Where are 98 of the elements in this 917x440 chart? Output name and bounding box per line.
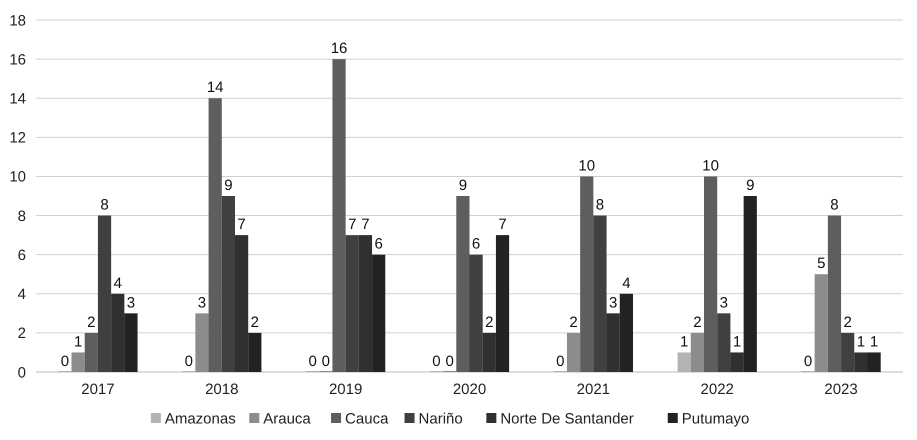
data-label: 2 [569, 314, 578, 331]
data-label: 6 [472, 236, 480, 253]
bar [332, 59, 346, 372]
data-label: 7 [361, 216, 370, 234]
data-label: 0 [556, 353, 564, 370]
y-tick-label: 14 [9, 90, 26, 108]
bar [828, 216, 842, 372]
y-tick-label: 4 [18, 286, 26, 304]
data-label: 2 [250, 314, 259, 331]
bar [98, 216, 112, 372]
bar [456, 196, 470, 372]
bar [730, 352, 744, 372]
x-tick-label: 2018 [205, 381, 238, 398]
y-tick-label: 16 [9, 51, 26, 68]
bar [195, 313, 209, 372]
data-label: 14 [206, 79, 224, 96]
y-tick-label: 12 [9, 130, 26, 147]
data-label: 3 [609, 294, 618, 312]
data-label: 1 [856, 333, 866, 350]
bar [593, 216, 607, 372]
data-label: 3 [198, 294, 206, 312]
data-label: 16 [330, 40, 348, 58]
data-label: 10 [702, 157, 719, 174]
bar [841, 332, 854, 372]
bar [72, 352, 85, 372]
data-label: 2 [844, 314, 852, 331]
data-label: 2 [693, 314, 702, 331]
data-label: 10 [578, 157, 596, 174]
bar [84, 332, 98, 372]
data-label: 7 [498, 216, 507, 234]
bar [496, 235, 510, 372]
data-label: 9 [458, 177, 468, 194]
bar [372, 254, 386, 372]
bar [248, 332, 262, 372]
bar [566, 332, 580, 372]
data-label: 3 [126, 294, 136, 312]
bar [124, 313, 138, 372]
bar [704, 176, 718, 372]
x-tick-label: 2022 [700, 381, 734, 398]
bar [111, 294, 124, 372]
bar [854, 352, 868, 372]
bar [606, 313, 620, 372]
bar [814, 274, 828, 372]
data-label: 4 [114, 274, 122, 292]
x-tick-label: 2020 [452, 381, 486, 398]
data-label: 2 [485, 314, 494, 331]
bar [470, 254, 483, 372]
data-label: 8 [830, 196, 839, 214]
bar [717, 313, 730, 372]
data-label: 0 [322, 353, 330, 370]
x-tick-label: 2021 [576, 381, 610, 398]
data-label: 5 [817, 255, 826, 272]
legend-label: Nariño [418, 410, 463, 428]
y-tick-label: 2 [18, 325, 26, 342]
bar [222, 196, 235, 372]
bar [744, 196, 757, 372]
data-label: 9 [746, 177, 754, 194]
data-label: 1 [680, 333, 688, 350]
legend-label: Norte De Santander [500, 410, 634, 428]
data-label: 1 [74, 333, 82, 350]
data-label: 0 [446, 353, 454, 370]
data-label: 2 [87, 314, 96, 331]
bar [208, 98, 222, 372]
legend-label: Arauca [263, 410, 312, 428]
data-label: 7 [348, 216, 356, 234]
x-tick-label: 2023 [824, 381, 858, 398]
x-tick-label: 2019 [328, 381, 362, 398]
x-tick-label: 2017 [81, 381, 115, 398]
data-label: 9 [224, 177, 233, 194]
bar [620, 294, 633, 372]
data-label: 8 [596, 196, 604, 214]
legend-label: Putumayo [682, 410, 750, 428]
data-label: 0 [60, 353, 70, 370]
data-label: 1 [732, 333, 742, 350]
y-tick-label: 0 [18, 364, 26, 382]
legend-label: Cauca [345, 410, 390, 428]
y-tick-label: 18 [9, 12, 26, 30]
bar [867, 352, 881, 372]
data-label: 7 [237, 216, 246, 234]
bar [358, 235, 372, 372]
data-label: 4 [622, 274, 631, 292]
data-label: 3 [720, 294, 728, 312]
bar [580, 176, 594, 372]
data-label: 8 [100, 196, 109, 214]
y-tick-label: 6 [18, 246, 26, 264]
data-label: 6 [374, 236, 383, 253]
bar [234, 235, 248, 372]
data-label: 0 [308, 353, 317, 370]
bar [690, 332, 704, 372]
data-label: 0 [804, 353, 812, 370]
y-tick-label: 8 [18, 208, 26, 225]
data-label: 1 [870, 333, 878, 350]
bar [346, 235, 359, 372]
legend-label: Amazonas [164, 410, 236, 428]
y-tick-label: 10 [9, 168, 26, 186]
data-label: 0 [184, 353, 193, 370]
data-label: 0 [432, 353, 441, 370]
bar [482, 332, 496, 372]
